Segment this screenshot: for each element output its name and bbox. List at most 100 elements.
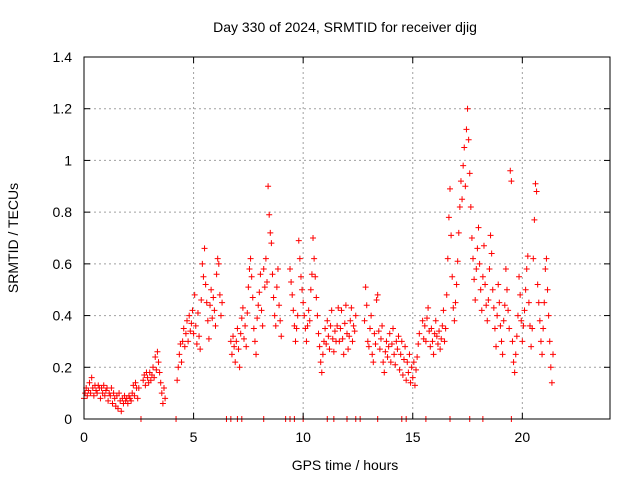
data-point: [276, 302, 283, 309]
data-point: [308, 271, 315, 278]
data-point: [193, 341, 200, 348]
data-point: [350, 322, 357, 329]
data-point: [329, 335, 336, 342]
data-point: [454, 258, 461, 265]
data-point: [187, 328, 194, 335]
data-point: [516, 273, 523, 280]
data-point: [202, 281, 209, 288]
data-point: [413, 366, 420, 373]
data-point: [490, 304, 497, 311]
data-point: [374, 291, 381, 298]
data-point: [200, 273, 207, 280]
data-point: [408, 364, 415, 371]
data-point: [363, 302, 370, 309]
data-point: [232, 359, 239, 366]
data-point: [416, 330, 423, 337]
data-point: [317, 359, 324, 366]
data-point: [278, 333, 285, 340]
data-point: [448, 232, 455, 239]
data-point: [101, 392, 108, 399]
data-point: [156, 369, 163, 376]
data-point: [440, 307, 447, 314]
data-point: [153, 366, 160, 373]
data-point: [449, 273, 456, 280]
data-point: [398, 338, 405, 345]
data-point: [531, 216, 538, 223]
data-point: [304, 322, 311, 329]
data-point: [421, 322, 428, 329]
data-point: [227, 338, 234, 345]
data-point: [496, 299, 503, 306]
data-point: [502, 266, 509, 273]
data-point: [351, 328, 358, 335]
data-point: [258, 307, 265, 314]
data-point: [290, 307, 297, 314]
data-point: [109, 400, 116, 407]
data-point: [511, 369, 518, 376]
data-point: [512, 351, 519, 358]
data-point: [457, 178, 464, 185]
data-point: [97, 395, 104, 402]
data-point: [445, 214, 452, 221]
data-point: [203, 299, 210, 306]
data-point: [323, 341, 330, 348]
data-point: [429, 338, 436, 345]
data-point: [253, 351, 260, 358]
data-point: [377, 335, 384, 342]
data-point: [513, 333, 520, 340]
data-point: [201, 245, 208, 252]
data-point: [384, 353, 391, 360]
data-point: [234, 325, 241, 332]
data-point: [100, 382, 107, 389]
data-point: [211, 307, 218, 314]
data-point: [341, 320, 348, 327]
data-point: [434, 341, 441, 348]
data-point: [491, 325, 498, 332]
data-point: [514, 312, 521, 319]
data-point: [500, 317, 507, 324]
data-point: [414, 353, 421, 360]
data-point: [262, 255, 269, 262]
data-point: [273, 284, 280, 291]
data-point: [534, 281, 541, 288]
data-point: [478, 307, 485, 314]
data-point: [114, 405, 121, 412]
data-point: [242, 322, 249, 329]
data-point: [406, 351, 413, 358]
data-point: [159, 400, 166, 407]
data-point: [432, 317, 439, 324]
data-point: [438, 335, 445, 342]
y-tick-label: 1.4: [53, 49, 73, 65]
data-point: [540, 325, 547, 332]
data-point: [521, 307, 528, 314]
data-point: [386, 330, 393, 337]
data-point: [522, 286, 529, 293]
data-point: [510, 359, 517, 366]
data-point: [108, 384, 115, 391]
data-point: [484, 317, 491, 324]
data-point: [157, 379, 164, 386]
data-point: [250, 325, 257, 332]
data-point: [532, 180, 539, 187]
data-point: [348, 304, 355, 311]
data-point: [292, 338, 299, 345]
data-point: [519, 338, 526, 345]
data-point: [217, 312, 224, 319]
data-point: [315, 330, 322, 337]
data-point: [95, 382, 102, 389]
data-point: [376, 346, 383, 353]
data-point: [255, 302, 262, 309]
data-point: [459, 196, 466, 203]
data-point: [410, 359, 417, 366]
data-point: [464, 105, 471, 112]
data-point: [433, 333, 440, 340]
data-point: [461, 144, 468, 151]
data-point: [391, 351, 398, 358]
data-point: [346, 333, 353, 340]
data-point: [265, 183, 272, 190]
data-point: [125, 392, 132, 399]
data-point: [189, 307, 196, 314]
data-point: [460, 162, 467, 169]
data-point: [237, 330, 244, 337]
